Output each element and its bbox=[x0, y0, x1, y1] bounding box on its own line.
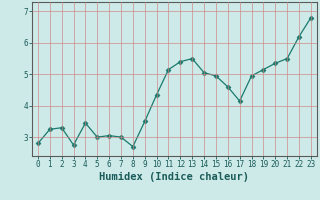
X-axis label: Humidex (Indice chaleur): Humidex (Indice chaleur) bbox=[100, 172, 249, 182]
